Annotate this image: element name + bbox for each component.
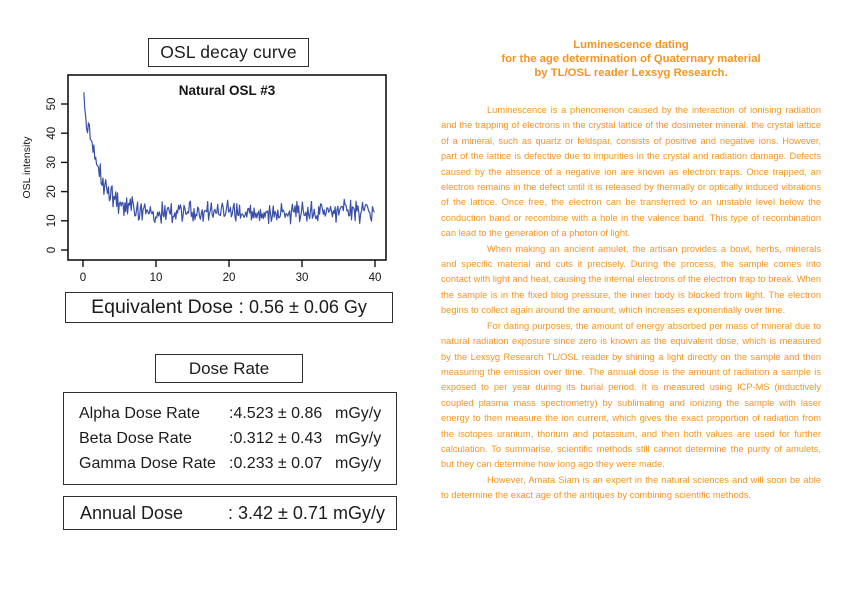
article-paragraph-1: Luminescence is a phenomenon caused by t… <box>441 105 821 239</box>
article-heading-line-1: Luminescence dating <box>573 39 689 51</box>
gamma-dose-rate-unit: mGy/y <box>335 454 382 472</box>
x-tick-label: 0 <box>80 272 86 284</box>
table-row-gamma: Gamma Dose Rate :0.233 ± 0.07 mGy/y <box>79 452 396 477</box>
equivalent-dose-label: Equivalent Dose : <box>91 296 244 318</box>
alpha-dose-rate-unit: mGy/y <box>335 405 382 423</box>
dose-rate-title-box: Dose Rate <box>155 354 303 383</box>
x-tick-label: 40 <box>369 272 382 284</box>
x-tick-label: 30 <box>296 272 309 284</box>
gamma-dose-rate-label: Gamma Dose Rate <box>79 454 216 472</box>
beta-dose-rate-label: Beta Dose Rate <box>79 430 192 448</box>
article-paragraph-4: However, Amata Siam is an expert in the … <box>441 474 821 501</box>
osl-decay-chart: 0 10 20 30 40 50 0 10 20 30 40 Natural OSL #3 OSL in… <box>21 74 387 284</box>
dose-rate-title: Dose Rate <box>188 358 270 378</box>
article: Luminescence dating for the age determin… <box>441 38 821 504</box>
alpha-dose-rate-value: :4.523 ± 0.86 <box>229 405 323 423</box>
y-tick-label: 20 <box>46 185 58 198</box>
beta-dose-rate-value: :0.312 ± 0.43 <box>229 430 323 448</box>
y-tick-label: 40 <box>46 127 58 140</box>
article-paragraph-2: When making an ancient amulet, the artis… <box>441 243 821 316</box>
annual-dose-value: : 3.42 ± 0.71 mGy/y <box>228 502 385 523</box>
table-row-alpha: Alpha Dose Rate :4.523 ± 0.86 mGy/y <box>79 402 396 427</box>
article-heading-line-3: by TL/OSL reader Lexsyg Research. <box>534 67 728 79</box>
y-tick-label: 50 <box>46 98 58 111</box>
gamma-dose-rate-value: :0.233 ± 0.07 <box>229 454 323 472</box>
article-heading: Luminescence dating for the age determin… <box>441 38 821 80</box>
dose-rate-table: Alpha Dose Rate :4.523 ± 0.86 mGy/y Beta… <box>63 392 397 485</box>
y-tick-label: 30 <box>46 156 58 169</box>
y-tick-label: 0 <box>46 247 58 253</box>
article-paragraph-3: For dating purposes, the amount of energ… <box>441 320 821 470</box>
osl-decay-curve-title: OSL decay curve <box>160 42 297 62</box>
x-tick-label: 20 <box>223 272 236 284</box>
table-row-beta: Beta Dose Rate :0.312 ± 0.43 mGy/y <box>79 427 396 452</box>
equivalent-dose-value: 0.56 ± 0.06 Gy <box>248 297 367 317</box>
x-tick-label: 10 <box>150 272 163 284</box>
osl-decay-curve-title-box: OSL decay curve <box>148 38 309 67</box>
equivalent-dose-box: Equivalent Dose : 0.56 ± 0.06 Gy <box>65 292 393 323</box>
annual-dose-box: Annual Dose : 3.42 ± 0.71 mGy/y <box>63 496 397 530</box>
decay-curve <box>83 92 375 225</box>
y-axis-label: OSL intensity <box>21 136 33 199</box>
chart-title: Natural OSL #3 <box>179 83 276 98</box>
article-body: Luminescence is a phenomenon caused by t… <box>441 103 821 504</box>
beta-dose-rate-unit: mGy/y <box>335 430 382 448</box>
article-heading-line-2: for the age determination of Quaternary … <box>501 53 761 65</box>
annual-dose-label: Annual Dose <box>80 502 184 523</box>
alpha-dose-rate-label: Alpha Dose Rate <box>79 405 200 423</box>
plot-frame <box>67 74 387 261</box>
y-tick-label: 10 <box>46 214 58 227</box>
